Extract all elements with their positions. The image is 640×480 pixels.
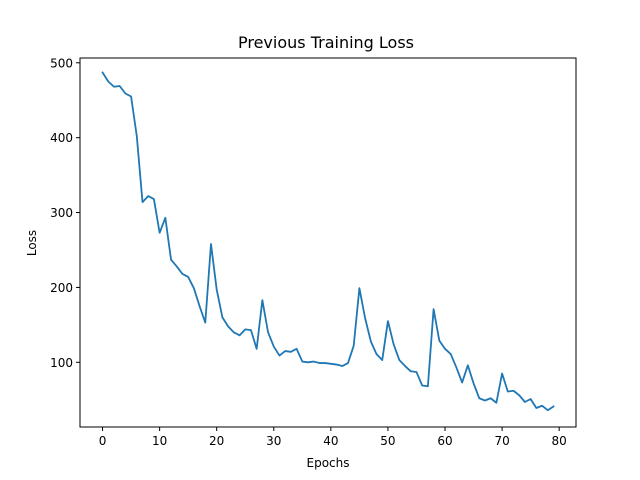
x-tick-label: 10 [152,434,167,448]
loss-series-line [101,71,555,412]
y-axis-label: Loss [25,230,39,256]
x-tick-label: 50 [380,434,395,448]
y-tick-label: 400 [50,131,73,145]
chart-title: Previous Training Loss [238,33,414,52]
x-tick-label: 80 [552,434,567,448]
x-tick-label: 70 [494,434,509,448]
axes-frame [79,57,577,428]
x-tick-label: 30 [266,434,281,448]
x-tick-label: 40 [323,434,338,448]
y-tick-label: 300 [50,206,73,220]
y-tick-label: 500 [50,56,73,70]
x-tick-label: 0 [99,434,107,448]
x-tick-label: 20 [209,434,224,448]
y-tick-label: 100 [50,356,73,370]
x-axis-label: Epochs [307,456,350,470]
plot-area: 0 10 20 30 40 50 60 70 80 100 200 300 400 500 [50,56,567,448]
x-tick-label: 60 [437,434,452,448]
y-tick-label: 200 [50,281,73,295]
